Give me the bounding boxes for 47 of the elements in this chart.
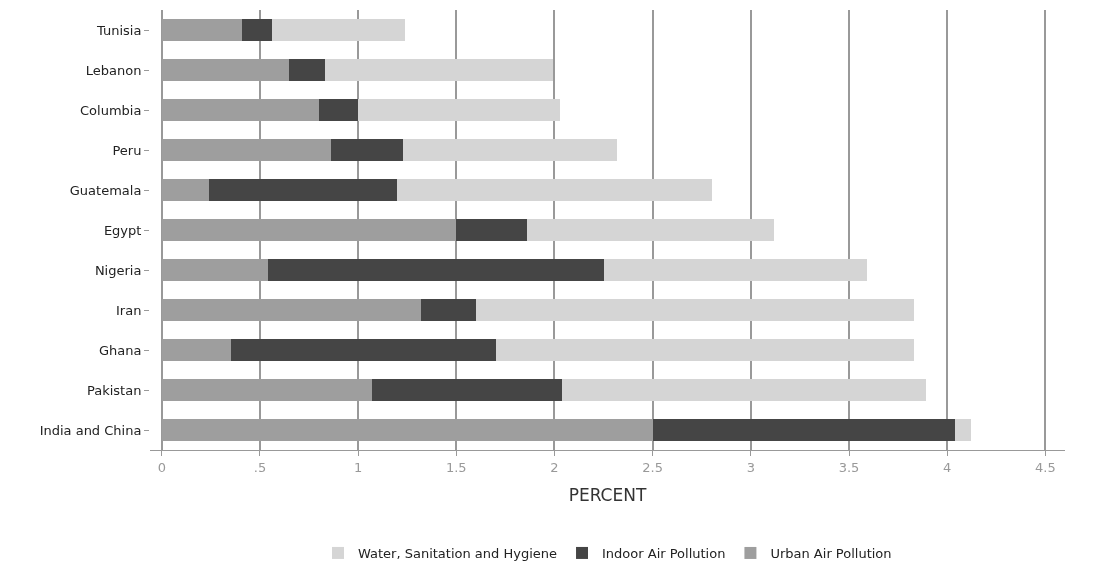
legend-label: Indoor Air Pollution: [602, 546, 726, 562]
legend-label: Urban Air Pollution: [770, 546, 892, 562]
y-tick-label: Guatemala: [69, 182, 142, 198]
y-tick-label: Peru: [112, 142, 142, 158]
bar: [318, 99, 359, 121]
bar: [456, 219, 527, 241]
x-tick-label: 2: [550, 459, 559, 475]
x-tick-label: 4: [943, 459, 952, 475]
bar: [403, 139, 618, 161]
bar: [397, 179, 712, 201]
y-tick-label: Egypt: [103, 222, 142, 238]
y-tick-label: Tunisia: [95, 22, 142, 38]
x-tick-label: 1: [353, 459, 363, 475]
y-tick-label: Columbia: [80, 102, 142, 118]
x-tick-label: .5: [253, 459, 267, 475]
bar: [603, 259, 867, 281]
y-tick-label: Pakistan: [86, 382, 142, 398]
bar: [289, 59, 325, 81]
x-tick-label: 1.5: [445, 459, 467, 475]
bar: [271, 19, 406, 41]
y-tick-label: Ghana: [98, 342, 142, 358]
y-tick-label: Nigeria: [94, 262, 142, 278]
x-tick-label: 3: [746, 459, 755, 475]
bar: [495, 339, 914, 361]
bar: [330, 139, 404, 161]
y-tick-label: India and China: [39, 422, 142, 438]
bar: [371, 379, 563, 401]
bar: [358, 99, 561, 121]
bar: [955, 419, 971, 441]
y-tick-label: Lebanon: [85, 62, 142, 78]
bar: [652, 419, 956, 441]
bar: [562, 379, 926, 401]
y-tick-label: Iran: [116, 302, 142, 318]
x-tick-label: 0: [157, 459, 166, 475]
bar: [527, 219, 775, 241]
x-tick-label: 2.5: [642, 459, 663, 475]
x-axis-title: PERCENT: [568, 485, 647, 505]
x-tick-label: 3.5: [838, 459, 860, 475]
bar: [230, 339, 496, 361]
bar: [420, 299, 476, 321]
bar: [208, 179, 398, 201]
bar: [324, 59, 553, 81]
legend-label: Water, Sanitation and Hygiene: [358, 546, 558, 562]
bar: [475, 299, 914, 321]
bar: [242, 19, 272, 41]
bar: [267, 259, 604, 281]
x-tick-label: 4.5: [1035, 459, 1056, 475]
